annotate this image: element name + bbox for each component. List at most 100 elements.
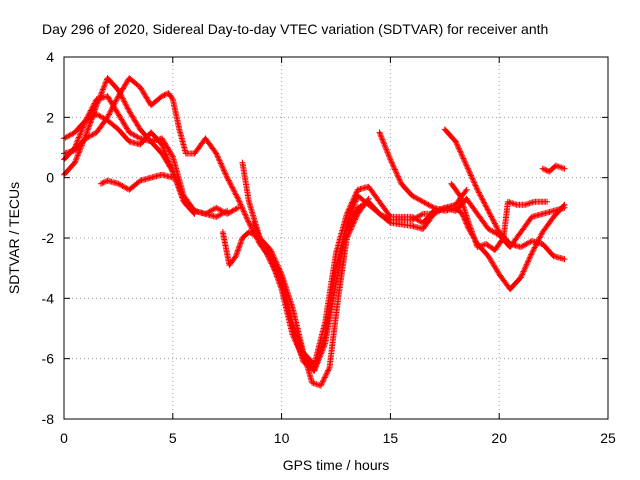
data-point (291, 306, 294, 309)
data-point (328, 366, 331, 369)
data-point (485, 243, 487, 245)
data-point (548, 170, 551, 173)
series-trace-10 (441, 126, 568, 263)
data-point (502, 237, 505, 239)
data-point (172, 176, 174, 179)
data-point (226, 176, 228, 179)
data-point (465, 197, 468, 200)
data-point (378, 213, 381, 215)
data-point (515, 204, 518, 206)
data-point (161, 173, 163, 176)
data-point (507, 201, 509, 203)
data-point (422, 213, 424, 215)
data-point (241, 161, 244, 164)
data-point (422, 201, 424, 203)
data-point (204, 213, 207, 215)
data-point (531, 216, 533, 218)
data-point (433, 207, 435, 209)
data-point (459, 194, 461, 197)
data-point (204, 137, 207, 140)
data-point (337, 297, 339, 300)
data-point (346, 228, 348, 230)
data-point (378, 131, 381, 134)
data-point (178, 128, 181, 131)
data-point (161, 95, 163, 98)
series-markers (539, 162, 568, 175)
data-point (235, 255, 237, 257)
data-point (487, 255, 490, 257)
data-point (117, 95, 120, 98)
data-point (541, 231, 544, 233)
data-point (100, 182, 102, 185)
data-point (248, 201, 250, 203)
series-trace-3 (61, 75, 568, 368)
data-point (259, 237, 261, 239)
y-tick-label: 0 (46, 170, 54, 186)
y-tick-label: -4 (42, 290, 55, 306)
data-point (400, 182, 403, 185)
data-point (509, 243, 511, 245)
data-point (524, 204, 527, 206)
data-point (444, 128, 446, 131)
data-point (541, 243, 544, 245)
data-point (389, 222, 392, 224)
data-point (498, 273, 501, 276)
data-point (139, 128, 141, 131)
data-point (269, 261, 272, 263)
data-point (128, 131, 131, 134)
data-point (237, 207, 239, 209)
data-point (139, 86, 141, 88)
data-point (280, 282, 283, 285)
data-point (465, 188, 468, 191)
data-point (84, 119, 87, 122)
data-point (117, 182, 120, 185)
data-point (531, 240, 533, 242)
x-tick-label: 20 (491, 430, 507, 446)
data-point (269, 249, 272, 251)
marks-layer (61, 75, 568, 389)
data-point (74, 161, 76, 164)
data-point (252, 222, 255, 224)
data-point (411, 225, 413, 227)
data-point (389, 158, 392, 161)
data-point (454, 207, 457, 209)
x-tick-label: 5 (169, 430, 177, 446)
y-tick-label: 2 (46, 109, 54, 125)
data-point (106, 119, 109, 122)
y-tick-label: 4 (46, 49, 54, 65)
data-point (128, 188, 131, 191)
data-point (193, 213, 196, 215)
series-trace-8 (250, 198, 437, 374)
data-point (319, 385, 322, 387)
data-point (465, 164, 468, 167)
data-point (356, 207, 359, 209)
data-point (476, 188, 479, 191)
x-tick-label: 15 (383, 430, 399, 446)
data-point (563, 167, 566, 170)
series-markers (61, 75, 568, 368)
data-point (552, 216, 555, 218)
y-tick-label: -2 (42, 230, 55, 246)
data-point (161, 137, 163, 140)
data-point (509, 288, 511, 291)
data-point (520, 276, 522, 279)
data-point (552, 210, 555, 212)
data-point (476, 213, 479, 215)
data-point (172, 155, 174, 158)
data-point (215, 152, 218, 155)
data-point (411, 219, 413, 221)
series-trace-5 (98, 171, 176, 193)
data-point (215, 216, 218, 218)
data-point (302, 360, 305, 363)
data-point (106, 179, 109, 182)
data-point (411, 194, 413, 197)
data-point (541, 213, 544, 215)
data-point (454, 140, 457, 143)
data-point (222, 231, 224, 233)
x-tick-label: 25 (600, 430, 616, 446)
data-point (150, 140, 152, 143)
data-point (531, 252, 533, 254)
data-point (95, 113, 98, 116)
data-point (128, 110, 131, 113)
data-point (95, 98, 98, 101)
